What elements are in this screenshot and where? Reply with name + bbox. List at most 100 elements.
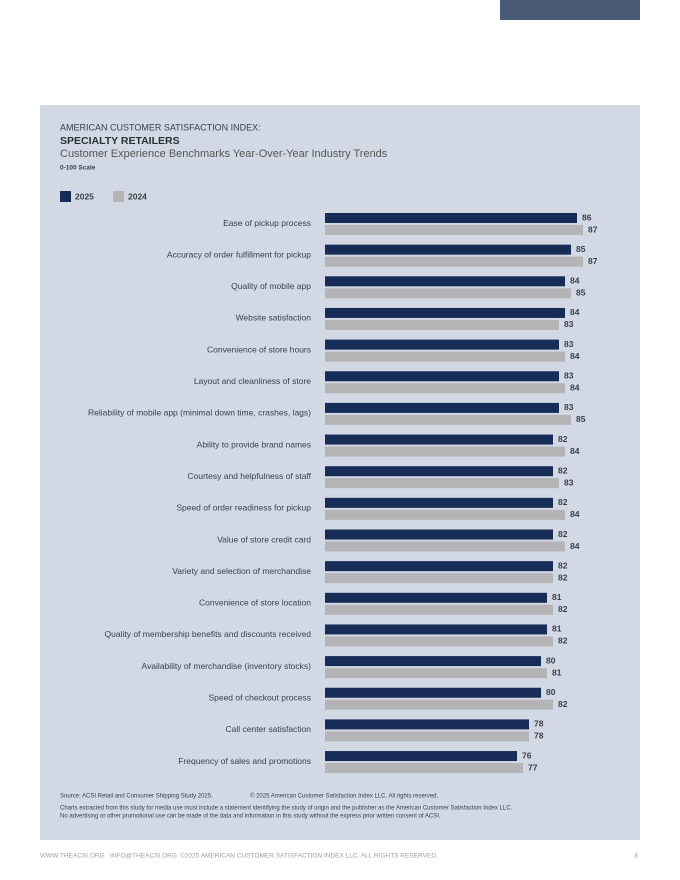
bar (325, 213, 577, 223)
category-label: Quality of membership benefits and disco… (105, 629, 312, 639)
value-label: 83 (564, 477, 574, 487)
bar (325, 731, 529, 742)
category-label: Ease of pickup process (223, 218, 311, 228)
bar (325, 541, 565, 552)
legend-swatch (60, 191, 71, 202)
category-label: Website satisfaction (236, 313, 312, 323)
value-label: 84 (570, 446, 580, 456)
value-label: 80 (546, 687, 556, 697)
category-label: Call center satisfaction (225, 724, 311, 734)
value-label: 82 (558, 529, 568, 539)
category-label: Availability of merchandise (inventory s… (142, 661, 312, 671)
value-label: 82 (558, 699, 568, 709)
bar (325, 288, 571, 299)
bar (325, 351, 565, 362)
category-label: Speed of order readiness for pickup (176, 503, 311, 513)
value-label: 85 (576, 288, 586, 298)
bar (325, 561, 553, 572)
value-label: 82 (558, 497, 568, 507)
supertitle: AMERICAN CUSTOMER SATISFACTION INDEX: (60, 122, 261, 132)
value-label: 82 (558, 434, 568, 444)
bar (325, 592, 547, 603)
bar (325, 478, 559, 489)
bar (325, 446, 565, 457)
bar (325, 402, 559, 413)
value-label: 87 (588, 224, 598, 234)
value-label: 82 (558, 636, 568, 646)
legend-swatch (113, 191, 124, 202)
disclaimer: No advertising or other promotional use … (60, 814, 441, 820)
bar (325, 307, 565, 318)
category-label: Convenience of store hours (207, 344, 311, 354)
value-label: 85 (576, 244, 586, 254)
chart-title: SPECIALTY RETAILERS (60, 135, 180, 147)
footer-email: INFO@THEACSI.ORG (110, 853, 177, 860)
bar (325, 763, 523, 774)
footer-rights: ©2025 AMERICAN CUSTOMER SATISFACTION IND… (180, 852, 438, 860)
value-label: 85 (576, 414, 586, 424)
footer-website: WWW.THEACSI.ORG (40, 853, 105, 860)
value-label: 78 (534, 731, 544, 741)
category-label: Layout and cleanliness of store (194, 376, 311, 386)
value-label: 84 (570, 541, 580, 551)
value-label: 83 (564, 339, 574, 349)
value-label: 82 (558, 560, 568, 570)
bar (325, 509, 565, 520)
copyright: © 2025 American Customer Satisfaction In… (250, 793, 439, 800)
value-label: 81 (552, 592, 562, 602)
bar (325, 604, 553, 615)
bar (325, 276, 565, 287)
bar (325, 339, 559, 350)
legend-label: 2025 (75, 191, 94, 201)
value-label: 81 (552, 667, 562, 677)
bar (325, 319, 559, 330)
value-label: 77 (528, 762, 538, 772)
header-tab (500, 0, 640, 20)
value-label: 80 (546, 655, 556, 665)
value-label: 84 (570, 307, 580, 317)
category-label: Reliability of mobile app (minimal down … (88, 408, 311, 418)
bar (325, 225, 583, 235)
bar (325, 751, 517, 762)
category-label: Speed of checkout process (208, 693, 311, 703)
value-label: 81 (552, 624, 562, 634)
bar (325, 414, 571, 425)
value-label: 76 (522, 750, 532, 760)
source: Source: ACSI Retail and Consumer Shippin… (60, 794, 213, 800)
category-label: Value of store credit card (217, 534, 311, 544)
value-label: 86 (582, 212, 592, 222)
value-label: 84 (570, 509, 580, 519)
category-label: Frequency of sales and promotions (178, 756, 311, 766)
bar (325, 699, 553, 710)
bar (325, 256, 583, 267)
bar (325, 636, 553, 647)
value-label: 84 (570, 351, 580, 361)
page-number: 8 (634, 853, 638, 860)
value-label: 83 (564, 402, 574, 412)
category-label: Convenience of store location (199, 598, 311, 608)
category-label: Ability to provide brand names (197, 439, 311, 449)
category-label: Variety and selection of merchandise (172, 566, 311, 576)
bar (325, 244, 571, 255)
bar (325, 466, 553, 477)
bar (325, 687, 541, 698)
value-label: 82 (558, 572, 568, 582)
value-label: 82 (558, 604, 568, 614)
bar (325, 497, 553, 508)
value-label: 78 (534, 719, 544, 729)
bar (325, 573, 553, 584)
value-label: 87 (588, 256, 598, 266)
legend-label: 2024 (128, 191, 147, 201)
category-label: Accuracy of order fulfillment for pickup (167, 249, 311, 259)
bar (325, 383, 565, 394)
category-label: Courtesy and helpfulness of staff (187, 471, 311, 481)
value-label: 82 (558, 465, 568, 475)
bar (325, 529, 553, 540)
bar (325, 656, 541, 667)
disclaimer: Charts extracted from this study for med… (60, 806, 513, 812)
value-label: 84 (570, 276, 580, 286)
bar (325, 668, 547, 679)
subtitle: Customer Experience Benchmarks Year-Over… (60, 148, 388, 160)
scale-note: 0-100 Scale (60, 165, 96, 172)
